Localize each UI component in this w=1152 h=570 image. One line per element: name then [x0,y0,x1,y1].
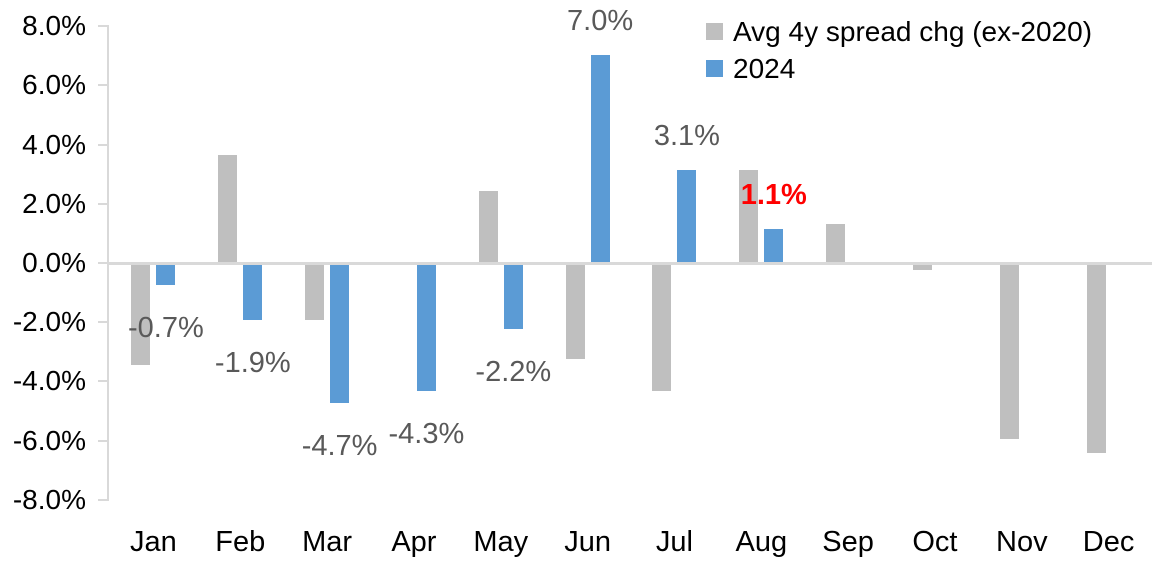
y-tick-mark [98,262,109,264]
legend-label-avg-spread: Avg 4y spread chg (ex-2020) [733,15,1093,47]
y-tick-mark [98,143,109,146]
y-tick-label: -2.0% [12,306,86,338]
bar-avg-nov [999,264,1019,439]
data-label-2024-aug: 1.1% [740,179,807,212]
bar-avg-jan [131,264,151,365]
bar-avg-jun [565,264,585,359]
bar-2024-jul [677,170,697,262]
x-label-dec: Dec [1082,526,1135,558]
data-label-2024-may: -2.2% [475,356,552,389]
y-tick-label: -6.0% [12,424,86,456]
x-label-nov: Nov [996,526,1048,558]
y-tick-mark [98,380,109,383]
y-tick-label: 0.0% [22,247,86,278]
data-label-2024-mar: -4.7% [301,430,378,463]
bar-2024-jan [156,264,176,285]
data-label-2024-apr: -4.3% [388,418,465,451]
y-tick-label: -4.0% [12,365,86,397]
bar-avg-jul [652,264,672,392]
x-label-feb: Feb [215,526,266,558]
y-tick-label: 8.0% [22,10,86,42]
y-tick-mark [98,202,109,205]
bar-avg-dec [1086,264,1106,454]
y-tick-mark [98,25,109,28]
data-label-2024-jan: -0.7% [128,311,204,344]
legend-swatch-avg-icon [706,23,723,40]
legend-item-2024: 2024 [706,50,1092,87]
data-label-2024-jul: 3.1% [653,120,720,153]
x-label-jan: Jan [130,526,177,558]
bar-avg-aug [739,170,759,262]
legend-swatch-2024-icon [706,60,723,77]
legend-item-avg-spread: Avg 4y spread chg (ex-2020) [706,13,1092,50]
x-label-sep: Sep [822,526,874,558]
bar-avg-mar [305,264,325,321]
x-label-mar: Mar [302,526,353,558]
y-tick-label: 4.0% [22,128,86,160]
bar-avg-oct [912,264,932,270]
x-label-oct: Oct [912,526,958,558]
bar-avg-feb [218,155,238,262]
x-label-jun: Jun [564,526,611,558]
x-label-may: May [473,526,529,558]
bar-2024-mar [330,264,350,404]
data-label-2024-feb: -1.9% [214,347,291,380]
data-label-2024-jun: 7.0% [567,4,634,37]
x-label-jul: Jul [655,526,693,558]
bar-avg-may [478,191,498,262]
bar-2024-feb [243,264,263,321]
bar-2024-apr [416,264,436,392]
legend: Avg 4y spread chg (ex-2020) 2024 [706,13,1092,87]
y-tick-mark [98,84,109,87]
bar-2024-jun [590,54,610,262]
y-tick-mark [98,321,109,324]
bar-2024-aug [764,229,784,262]
y-tick-label: 2.0% [22,187,86,219]
y-tick-label: 6.0% [22,69,86,101]
y-tick-label: -8.0% [12,483,86,515]
y-tick-mark [98,439,109,442]
x-label-apr: Apr [391,526,437,558]
legend-label-2024: 2024 [733,52,796,84]
bar-avg-sep [826,223,846,262]
zero-axis-line [107,261,1152,265]
x-label-aug: Aug [735,526,788,558]
y-tick-mark [98,498,109,501]
bar-2024-may [503,264,523,330]
